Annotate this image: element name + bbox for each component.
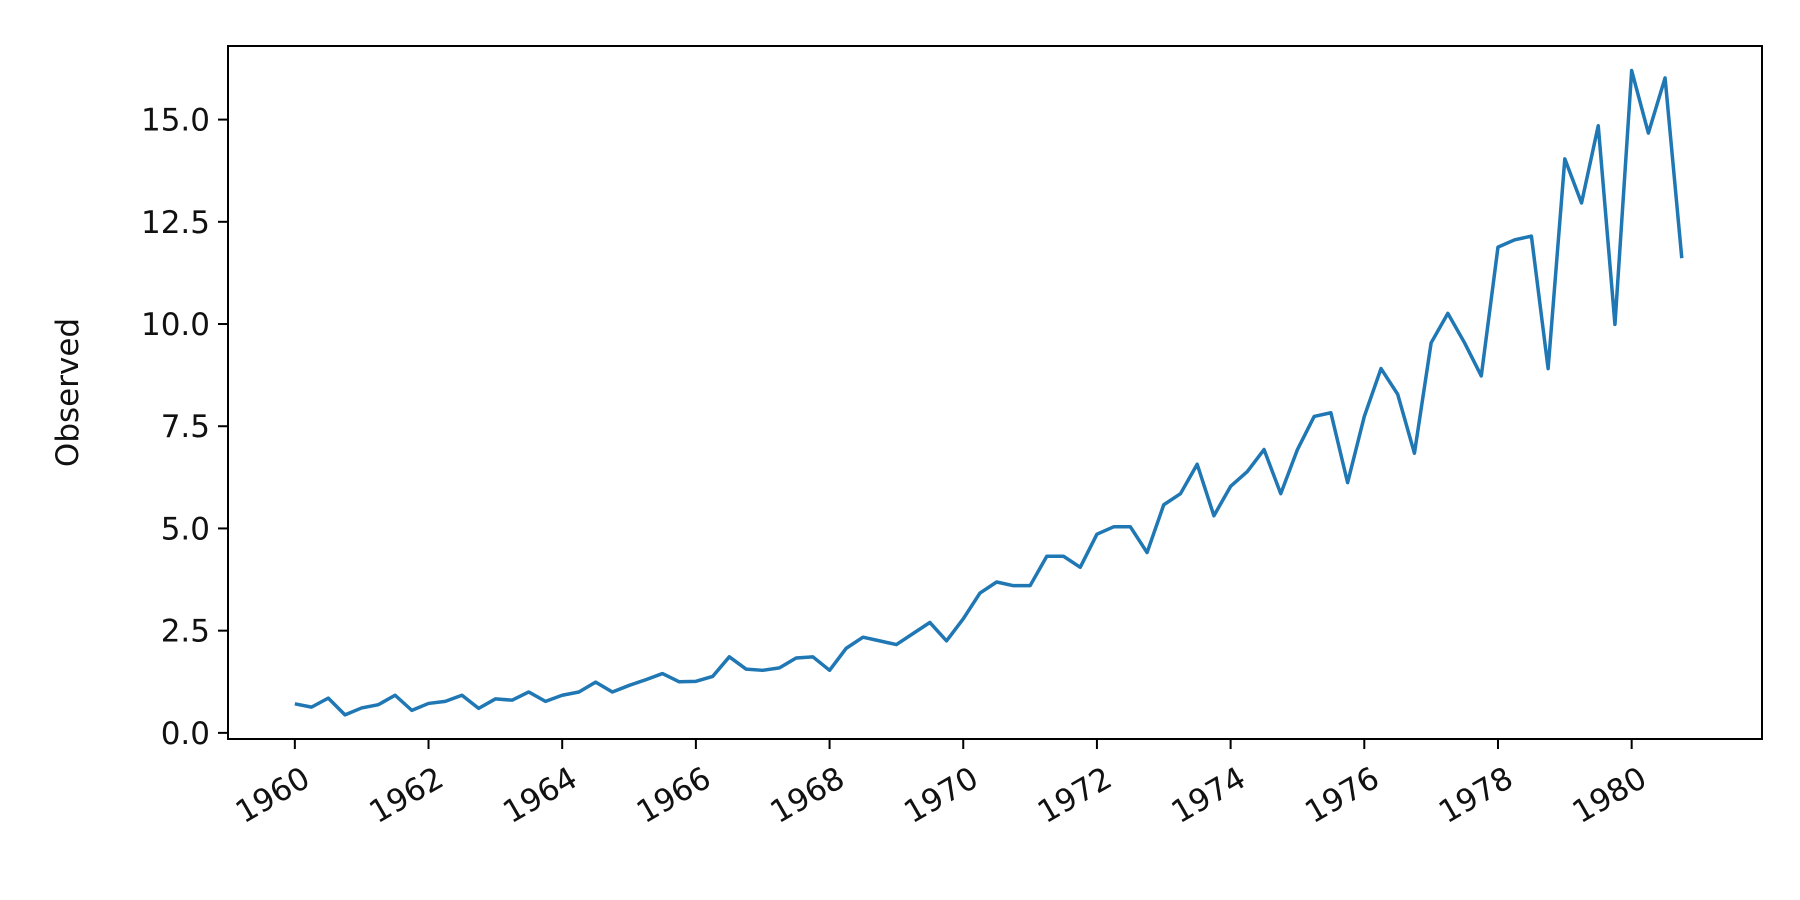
plot-area-frame (227, 45, 1763, 740)
y-axis-label: Observed (50, 318, 86, 467)
y-tick-label: 0.0 (161, 716, 210, 752)
y-tick-label: 10.0 (141, 307, 210, 343)
y-axis-ticks: 0.0 2.5 5.0 7.5 10.0 12.5 15.0 (141, 103, 228, 752)
series-line (294, 68, 1684, 717)
y-tick-label: 5.0 (161, 511, 210, 547)
y-tick-label: 7.5 (161, 409, 210, 445)
y-tick-label: 12.5 (141, 205, 210, 241)
y-tick-label: 15.0 (141, 103, 210, 139)
y-tick-label: 2.5 (161, 614, 210, 650)
